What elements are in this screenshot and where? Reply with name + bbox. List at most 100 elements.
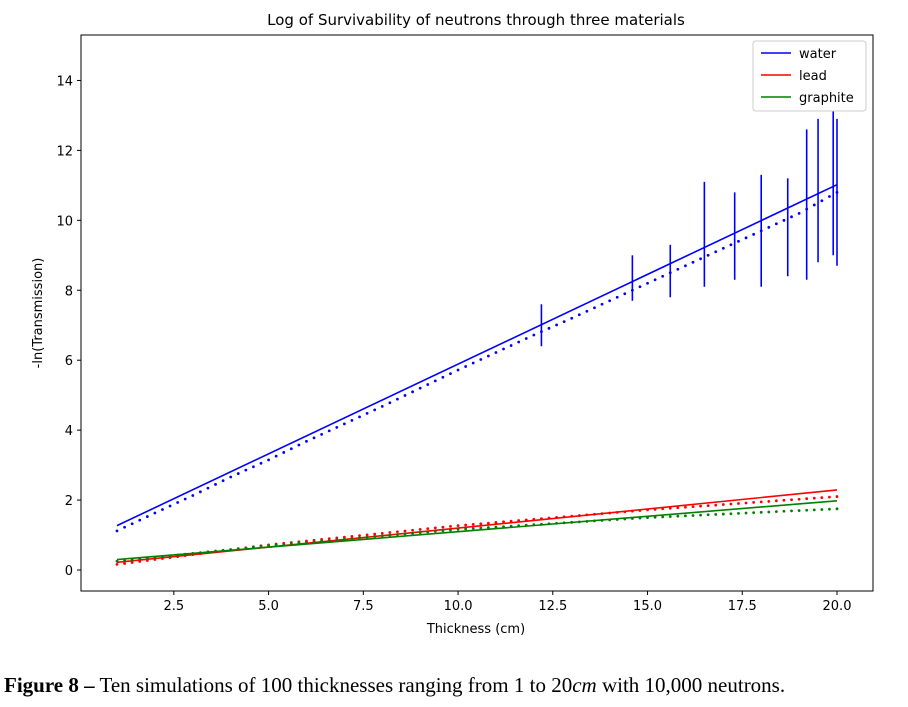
x-tick-label: 7.5 (353, 599, 374, 614)
plot-frame (80, 34, 874, 592)
legend: water lead graphite (752, 40, 867, 112)
data-point-graphite (812, 508, 816, 512)
data-point-graphite (123, 559, 126, 562)
data-point-graphite (418, 531, 422, 535)
data-point-lead (396, 530, 399, 534)
data-point-water (426, 383, 430, 386)
data-point-graphite (267, 544, 270, 547)
data-point-lead (805, 497, 809, 501)
x-tick-label: 10.0 (444, 599, 473, 614)
data-point-water (206, 486, 210, 490)
y-tick-label: 8 (65, 284, 73, 299)
data-point-water (236, 472, 240, 475)
data-point-water (123, 525, 126, 529)
caption-label: Figure 8 – (4, 673, 95, 697)
fit-line-graphite (116, 499, 838, 561)
data-point-lead (433, 526, 437, 530)
data-point-lead (373, 532, 377, 536)
data-point-water (767, 225, 771, 229)
data-point-graphite (449, 528, 452, 532)
data-point-graphite (835, 507, 839, 511)
data-point-graphite (479, 526, 483, 530)
data-point-water (797, 211, 801, 215)
data-point-lead (828, 495, 831, 499)
data-point-lead (684, 505, 687, 509)
data-point-water (532, 333, 536, 337)
data-point-water (229, 475, 233, 479)
data-point-lead (449, 524, 452, 528)
data-point-water (502, 347, 505, 351)
data-point-water (176, 501, 180, 504)
data-point-graphite (358, 536, 361, 540)
data-point-graphite (828, 507, 831, 511)
data-point-graphite (774, 510, 778, 514)
series-graphite (115, 499, 839, 563)
data-point-water (244, 468, 248, 472)
data-point-water (282, 451, 286, 454)
data-point-water (623, 292, 627, 296)
data-point-water (464, 365, 468, 368)
data-point-lead (426, 527, 430, 531)
chart: Log of Survivability of neutrons through… (31, 11, 874, 637)
data-point-graphite (706, 513, 710, 517)
data-point-water (509, 344, 513, 347)
data-point-lead (486, 521, 490, 525)
data-point-graphite (373, 535, 377, 538)
data-point-graphite (396, 533, 399, 537)
data-point-graphite (820, 508, 824, 511)
data-point-water (418, 386, 422, 390)
data-point-graphite (320, 539, 324, 543)
data-point-water (752, 232, 756, 236)
data-point-water (327, 429, 331, 433)
data-point-water (252, 465, 255, 469)
data-point-water (630, 288, 634, 292)
data-point-lead (358, 534, 361, 538)
legend-label-lead: lead (799, 69, 827, 84)
data-point-water (183, 497, 187, 501)
data-point-graphite (411, 531, 414, 535)
data-point-graphite (759, 510, 763, 514)
data-point-water (456, 368, 460, 372)
y-tick-label: 14 (56, 74, 73, 89)
data-point-lead (820, 496, 824, 500)
data-point-graphite (426, 530, 430, 534)
data-point-water (790, 215, 793, 219)
data-point-water (191, 494, 195, 497)
data-point-lead (774, 499, 778, 503)
data-point-water (267, 458, 270, 462)
x-tick-label: 15.0 (633, 599, 662, 614)
data-point-lead (759, 500, 763, 504)
data-point-water (805, 207, 809, 211)
data-point-water (608, 299, 612, 303)
x-tick-label: 12.5 (538, 599, 567, 614)
data-point-lead (494, 521, 498, 524)
data-point-water (388, 401, 392, 405)
legend-box (752, 40, 867, 112)
data-point-water (471, 361, 475, 365)
data-point-graphite (456, 528, 460, 531)
data-point-graphite (403, 532, 407, 536)
data-point-water (691, 260, 695, 264)
data-point-graphite (471, 527, 475, 530)
fit-line-water (116, 183, 838, 527)
data-point-graphite (274, 543, 278, 547)
data-point-graphite (312, 540, 316, 544)
data-point-water (138, 518, 142, 522)
data-point-graphite (737, 511, 740, 515)
data-point-lead (365, 533, 369, 537)
data-point-lead (699, 504, 702, 508)
data-point-water (517, 340, 521, 344)
data-point-lead (388, 531, 392, 534)
x-tick-label: 2.5 (163, 599, 184, 614)
data-point-graphite (350, 537, 354, 540)
data-point-lead (130, 561, 134, 564)
data-point-water (335, 425, 339, 429)
data-point-graphite (297, 541, 301, 545)
data-point-graphite (699, 513, 702, 517)
x-tick-label: 17.5 (728, 599, 757, 614)
y-tick-label: 10 (56, 214, 73, 229)
data-point-water (729, 243, 733, 247)
data-point-lead (790, 498, 793, 502)
data-point-water (168, 504, 172, 508)
data-point-lead (721, 503, 725, 506)
